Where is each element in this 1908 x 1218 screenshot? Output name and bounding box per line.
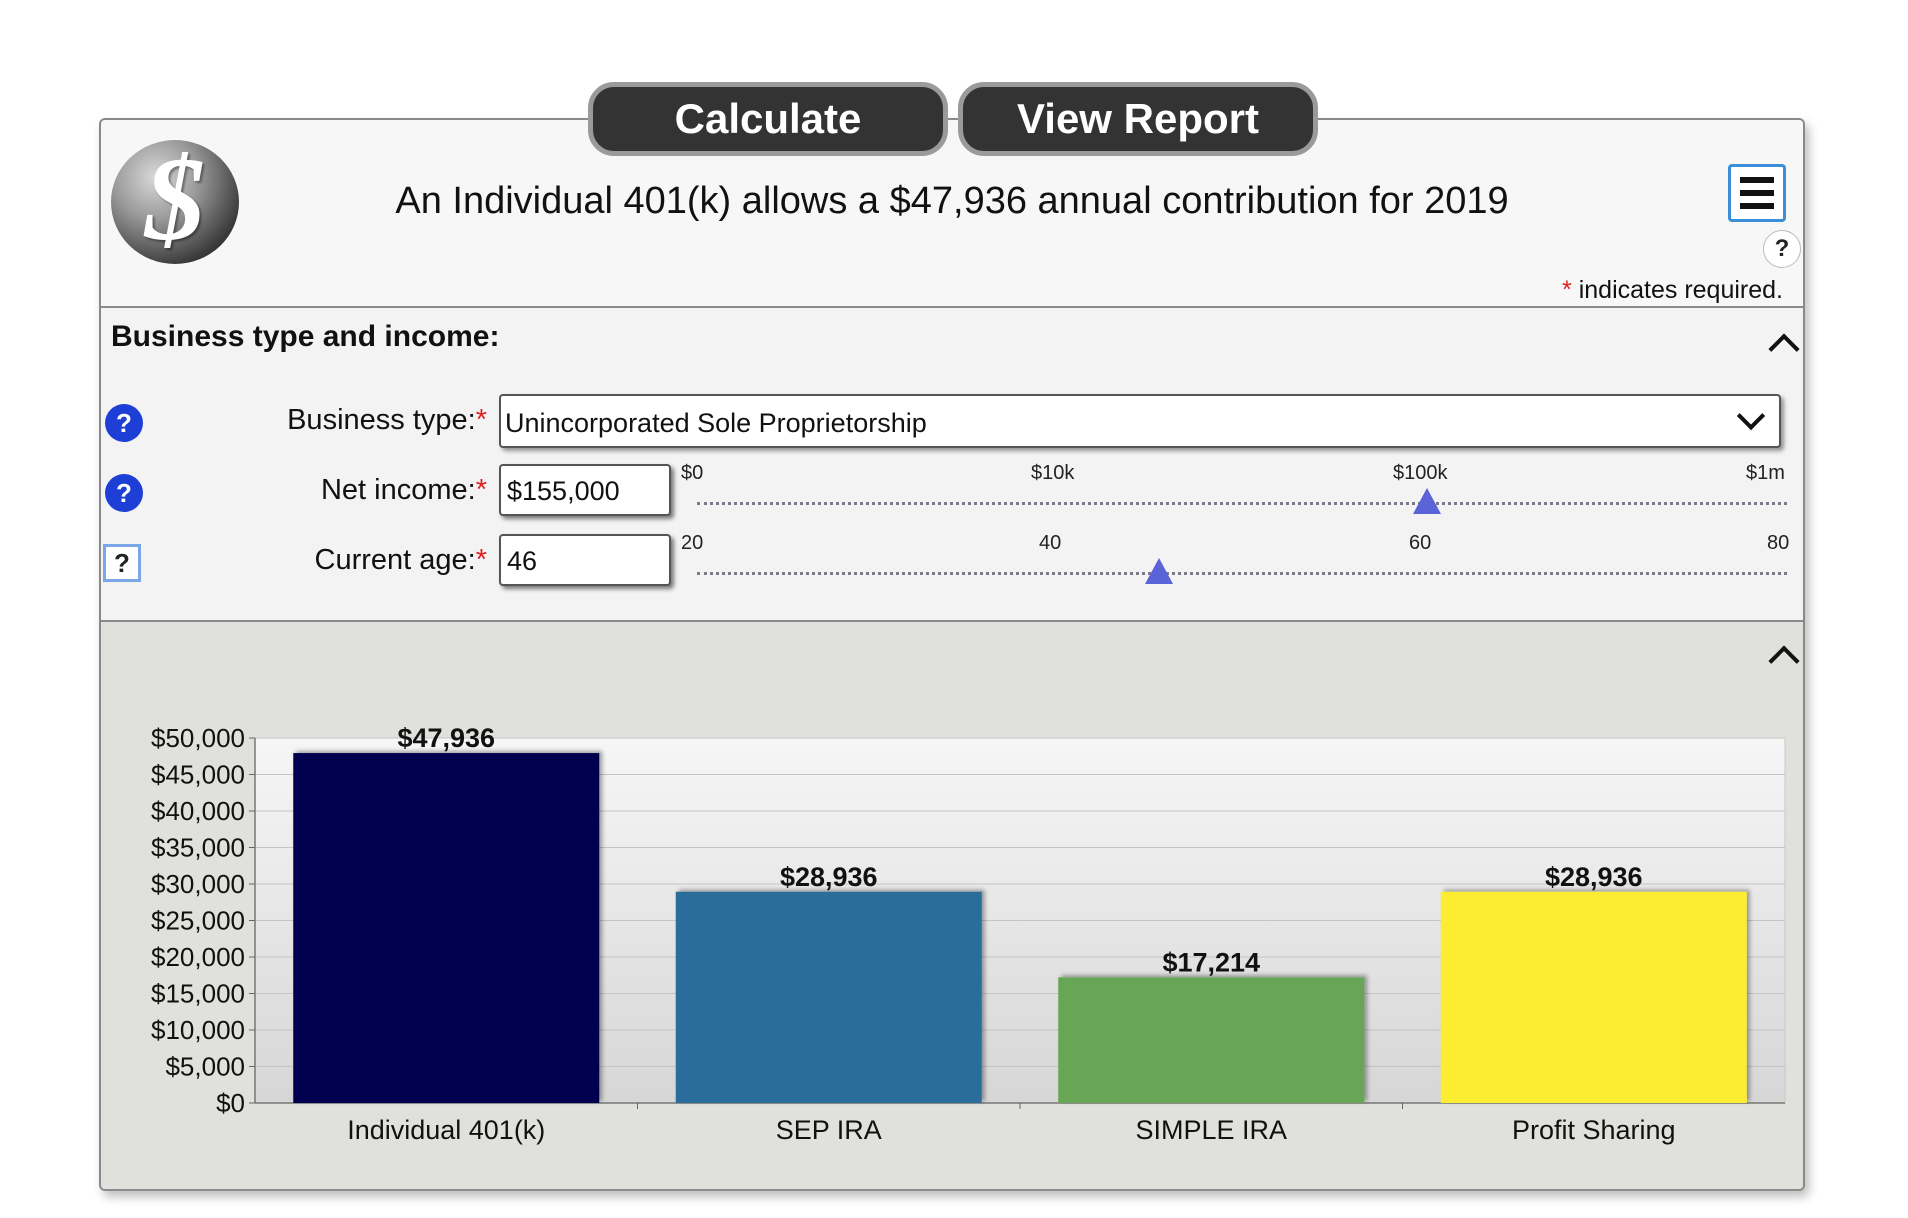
- net-income-tick: $100k: [1393, 462, 1448, 484]
- view-report-button[interactable]: View Report: [958, 82, 1318, 156]
- age-tick: 60: [1409, 532, 1432, 554]
- y-tick-label: $0: [216, 1088, 245, 1118]
- net-income-tick: $0: [681, 462, 704, 484]
- header: $ An Individual 401(k) allows a $47,936 …: [101, 120, 1803, 308]
- age-input[interactable]: 46: [499, 534, 671, 586]
- y-tick-label: $20,000: [151, 942, 245, 972]
- y-tick-label: $50,000: [151, 723, 245, 753]
- x-tick-label: SIMPLE IRA: [1135, 1115, 1287, 1145]
- y-tick-label: $5,000: [165, 1052, 245, 1082]
- data-label: $47,936: [397, 723, 495, 753]
- page-title: An Individual 401(k) allows a $47,936 an…: [395, 180, 1509, 222]
- age-tick: 40: [1039, 532, 1062, 554]
- bar: [293, 753, 600, 1103]
- collapse-chevron-icon[interactable]: [1768, 333, 1800, 365]
- age-label: Current age:*: [314, 544, 488, 576]
- net-income-tick: $10k: [1031, 462, 1075, 484]
- net-income-help-icon[interactable]: ?: [105, 474, 143, 512]
- chevron-down-icon: [1736, 401, 1766, 431]
- hamburger-menu-icon[interactable]: [1728, 164, 1786, 222]
- age-slider-track[interactable]: [697, 572, 1787, 575]
- chart-section: $0 $5,000 $10,000 $15,000 $20,000 $25,000 $30,…: [101, 622, 1803, 1189]
- net-income-slider-thumb[interactable]: [1413, 488, 1441, 514]
- calculate-button[interactable]: Calculate: [588, 82, 948, 156]
- dollar-logo-icon: $: [111, 140, 239, 264]
- x-tick-label: Profit Sharing: [1512, 1115, 1676, 1145]
- age-tick: 20: [681, 532, 704, 554]
- business-section: Business type and income: ? Business typ…: [101, 308, 1803, 622]
- net-income-tick: $1m: [1746, 462, 1785, 484]
- data-label: $28,936: [780, 862, 878, 892]
- help-icon[interactable]: ?: [1763, 230, 1801, 268]
- section-title: Business type and income:: [111, 320, 500, 353]
- y-tick-label: $25,000: [151, 906, 245, 936]
- net-income-slider-track[interactable]: [697, 502, 1787, 505]
- contribution-bar-chart: $0 $5,000 $10,000 $15,000 $20,000 $25,000 $30,…: [151, 723, 1786, 1145]
- age-tick: 80: [1767, 532, 1790, 554]
- data-label: $17,214: [1162, 947, 1260, 977]
- required-note: * indicates required.: [1562, 276, 1783, 304]
- business-type-label: Business type:*: [287, 404, 487, 436]
- business-type-help-icon[interactable]: ?: [105, 404, 143, 442]
- calculator-panel: $ An Individual 401(k) allows a $47,936 …: [99, 118, 1805, 1191]
- bar: [675, 891, 982, 1103]
- age-help-icon[interactable]: ?: [103, 544, 141, 582]
- y-tick-label: $45,000: [151, 760, 245, 790]
- net-income-label: Net income:*: [320, 474, 487, 506]
- x-tick-label: Individual 401(k): [347, 1115, 545, 1145]
- x-tick-label: SEP IRA: [776, 1115, 882, 1145]
- y-tick-label: $10,000: [151, 1015, 245, 1045]
- bar: [1058, 977, 1365, 1103]
- y-tick-label: $40,000: [151, 796, 245, 826]
- business-type-select[interactable]: Unincorporated Sole Proprietorship: [499, 394, 1781, 448]
- y-tick-label: $30,000: [151, 869, 245, 899]
- data-label: $28,936: [1545, 862, 1643, 892]
- age-slider-thumb[interactable]: [1145, 558, 1173, 584]
- y-tick-label: $15,000: [151, 979, 245, 1009]
- bar: [1440, 891, 1747, 1103]
- net-income-input[interactable]: $155,000: [499, 464, 671, 516]
- y-tick-label: $35,000: [151, 833, 245, 863]
